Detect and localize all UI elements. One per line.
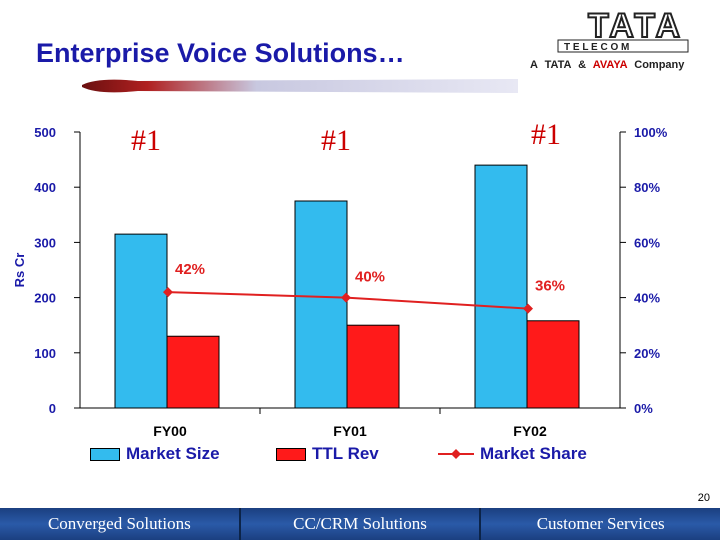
logo-tagline-prefix: A: [530, 59, 538, 71]
y-tick-label-right: 80%: [634, 180, 660, 195]
page-number: 20: [697, 492, 710, 504]
rank-annotation: #1: [131, 124, 161, 157]
y-axis-label: Rs Cr: [12, 253, 27, 288]
y-tick-label-right: 0%: [634, 401, 653, 416]
legend-swatch: [90, 447, 120, 461]
bar-ttl-rev: [166, 335, 220, 409]
title-underline-brush: [82, 79, 518, 93]
bar-ttl-rev: [526, 320, 580, 409]
legend-item-market-size: Market Size: [90, 443, 220, 465]
footer-tab-converged-solutions[interactable]: Converged Solutions: [0, 508, 241, 540]
tata-telecom-logo: TATA T E L E C O M A TATA & AVAYA Compan…: [530, 6, 689, 71]
footer-tab-cc-crm-solutions[interactable]: CC/CRM Solutions: [240, 508, 482, 540]
y-tick-label-right: 100%: [634, 125, 668, 140]
market-chart: 0 100 200 300 400 500 0% 20% 40% 60% 80% 100% Rs Cr F…: [12, 118, 668, 439]
legend-swatch: [276, 447, 306, 461]
legend-item-market-share: Market Share: [438, 443, 587, 465]
rank-annotation: #1: [321, 124, 351, 157]
market-share-label: 40%: [355, 269, 385, 286]
x-tick-label: FY02: [513, 423, 547, 439]
y-tick-label-left: 0: [49, 401, 56, 416]
y-tick-label-left: 100: [34, 346, 56, 361]
bar-ttl-rev: [346, 324, 400, 409]
bar-market-size: [474, 164, 528, 409]
market-share-point: [523, 303, 533, 314]
y-tick-label-left: 500: [34, 125, 56, 140]
x-tick-label: FY00: [153, 423, 187, 439]
y-tick-label-right: 60%: [634, 235, 660, 250]
logo-tagline-tata: TATA: [545, 59, 572, 71]
legend-label: Market Size: [126, 444, 220, 463]
x-tick-label: FY01: [333, 423, 367, 439]
logo-brand-text: TATA: [588, 7, 683, 45]
y-tick-label-left: 200: [34, 291, 56, 306]
logo-tagline-suffix: Company: [634, 59, 685, 71]
legend-label: TTL Rev: [312, 444, 379, 463]
y-tick-label-right: 20%: [634, 346, 660, 361]
market-share-point: [163, 287, 173, 298]
y-tick-label-left: 400: [34, 180, 56, 195]
market-share-label: 42%: [175, 261, 205, 278]
bar-market-size: [294, 200, 348, 409]
bar-market-size: [114, 233, 168, 409]
y-tick-label-left: 300: [34, 235, 56, 250]
legend-label: Market Share: [480, 444, 587, 463]
svg-text:A TATA & AVAYA: A TATA & AVAYA Company: [530, 59, 685, 71]
y-tick-label-right: 40%: [634, 291, 660, 306]
market-share-label: 36%: [535, 278, 565, 295]
rank-annotation: #1: [531, 118, 561, 151]
footer-tab-customer-services[interactable]: Customer Services: [481, 508, 720, 540]
chart-legend: Market Size TTL Rev Market Share: [90, 443, 650, 465]
legend-item-ttl-rev: TTL Rev: [276, 443, 379, 465]
logo-tagline-avaya: AVAYA: [593, 59, 628, 71]
legend-swatch: [438, 449, 474, 459]
logo-tagline-amp: &: [578, 59, 586, 71]
market-share-point: [341, 292, 351, 303]
footer-nav: Converged Solutions CC/CRM Solutions Cus…: [0, 508, 720, 540]
logo-sub-text: T E L E C O M: [564, 42, 629, 53]
slide-title: Enterprise Voice Solutions…: [36, 38, 405, 68]
